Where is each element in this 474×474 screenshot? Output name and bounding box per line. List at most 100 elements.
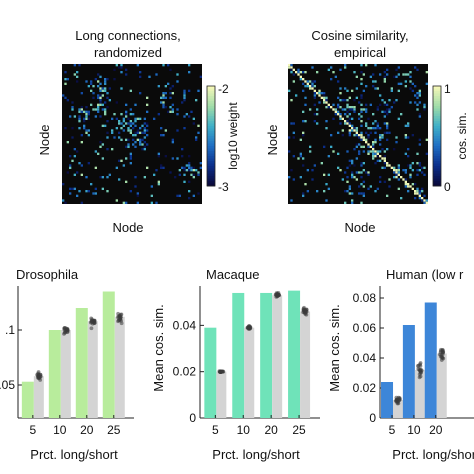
heatmap-cell [318,101,321,104]
heatmap-cell [188,169,191,172]
heatmap-cell [87,110,90,113]
heatmap-cell [104,113,107,116]
y-tick-label: 0 [189,411,196,425]
heatmap-cell [160,164,163,167]
colorbar-segment [207,173,215,177]
heatmap-cell [346,176,349,179]
heatmap-cell [146,103,149,106]
heatmap-cell [302,89,305,92]
heatmap-cell [134,145,137,148]
heatmap-cell [355,134,358,137]
colorbar-segment [207,86,215,89]
heatmap-cell [136,194,139,197]
heatmap-cell [176,129,179,132]
heatmap-cell [386,122,389,125]
heatmap-cell [332,71,335,74]
heatmap-cell [115,101,118,104]
heatmap-cell [327,173,330,176]
heatmap-cell [386,124,389,127]
heatmap-cell [369,145,372,148]
heatmap-cell [306,82,309,85]
heatmap-cell [80,134,83,137]
bar-panel-macaque: Macaque Prct. long/short Mean cos. sim. … [151,267,320,462]
null-point [38,372,43,377]
heatmap-cell [125,113,128,116]
null-point [439,358,444,362]
heatmap-cell [360,183,363,186]
colorbar-segment [433,151,441,154]
heatmap-cell [346,103,349,106]
heatmap-cell [386,103,389,106]
heatmap-cell [411,162,414,165]
colorbar-segment [207,103,215,107]
heatmap-cell [416,108,419,111]
heatmap-cell [360,115,363,118]
heatmap-cell [99,75,102,78]
heatmap-cell [344,64,347,67]
heatmap-cell [125,110,128,113]
heatmap-cell [302,131,305,134]
heatmap-cell [409,101,412,104]
heatmap-1-ylabel: Node [37,124,52,155]
heatmap-cell [393,101,396,104]
heatmap-cell [176,194,179,197]
heatmap-cell [136,201,139,204]
heatmap-cell [339,87,342,90]
heatmap-cell [379,138,382,141]
x-tick-label: 20 [264,423,278,437]
heatmap-cell [411,82,414,85]
heatmap-cell [146,124,149,127]
heatmap-cell [383,78,386,81]
heatmap-cell [171,110,174,113]
heatmap-cell [325,106,328,109]
heatmap-cell [80,201,83,204]
null-point [119,315,123,320]
heatmap-cell [101,89,104,92]
heatmap-cell [104,101,107,104]
heatmap-cell [418,113,421,116]
x-tick-label: 10 [407,423,421,437]
colorbar-segment [433,178,441,182]
heatmap-cell [323,190,326,193]
heatmap-cell [292,178,295,181]
heatmap-cell [383,115,386,118]
heatmap-cell [78,127,81,130]
heatmap-cell [360,108,363,111]
heatmap-cell [139,143,142,146]
heatmap-cell [367,136,370,139]
heatmap-1-cells [62,64,202,204]
bar-panel-macaque-xlabel: Prct. long/short [212,447,300,462]
heatmap-cell [99,99,102,102]
heatmap-cell [302,71,305,74]
heatmap-1-colorbar-label: log10 weight [226,102,240,170]
heatmap-cell [400,82,403,85]
heatmap-cell [318,94,321,97]
heatmap-cell [108,87,111,90]
colorbar-segment [207,166,215,169]
colorbar-frame [432,85,442,187]
heatmap-cell [351,124,354,127]
colorbar-segment [207,106,215,109]
heatmap-cell [383,180,386,183]
heatmap-cell [118,178,121,181]
heatmap-cell [288,66,291,69]
heatmap-cell [355,75,358,78]
heatmap-cell [162,166,165,169]
heatmap-cell [162,106,165,109]
heatmap-2-cells [288,64,428,204]
heatmap-cell [337,152,340,155]
heatmap-cell [157,155,160,158]
heatmap-cell [351,201,354,204]
heatmap-cell [341,117,344,120]
heatmap-cell [299,138,302,141]
heatmap-cell [386,110,389,113]
heatmap-cell [369,75,372,78]
heatmap-cell [185,164,188,167]
heatmap-cell [181,101,184,104]
heatmap-cell [104,124,107,127]
heatmap-cell [188,180,191,183]
heatmap-cell [404,124,407,127]
heatmap-cell [85,190,88,193]
bar-empirical [402,325,415,418]
heatmap-cell [386,108,389,111]
